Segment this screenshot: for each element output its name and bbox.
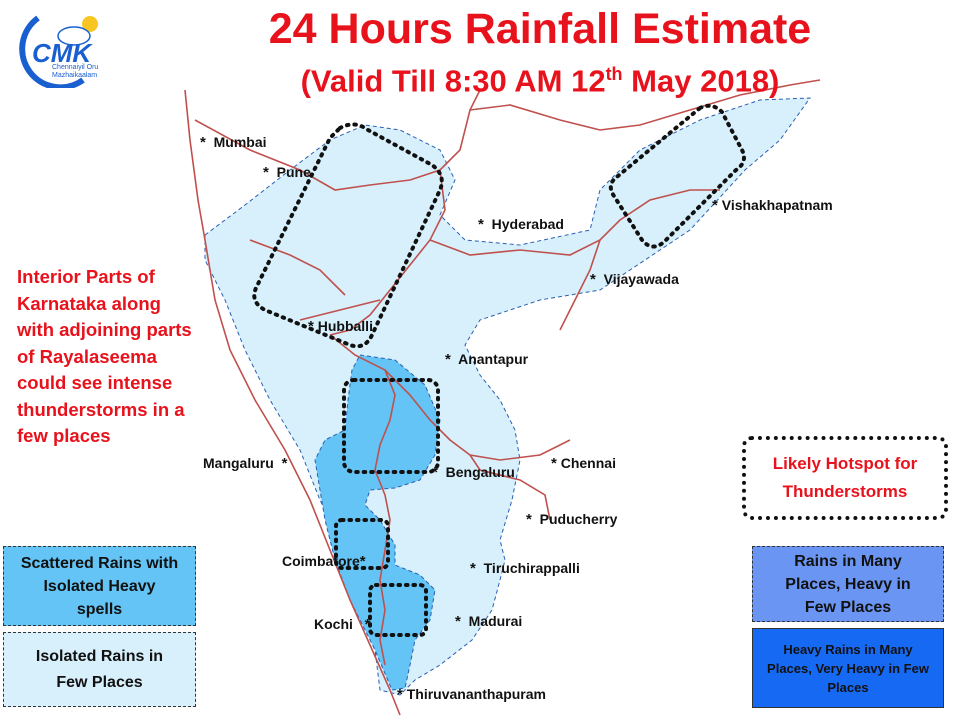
city-anantapur: * Anantapur [445, 351, 529, 368]
city-thiruvananthapuram: * Thiruvananthapuram [397, 686, 546, 703]
city-madurai: * Madurai [455, 613, 523, 630]
subtitle-main: (Valid Till 8:30 AM 12 [300, 63, 606, 99]
legend-isolated-rains: Isolated Rains in Few Places [3, 632, 196, 707]
forecast-note: Interior Parts of Karnataka along with a… [17, 266, 192, 446]
thunderstorm-hotspots [252, 103, 746, 637]
page-title: 24 Hours Rainfall Estimate [268, 5, 812, 53]
cmk-logo: CMK Chennaiyil Oru Mazhaikaalam [8, 8, 113, 91]
city-bengaluru: * Bengaluru [432, 464, 515, 481]
logo-tagline-2: Mazhaikaalam [52, 72, 98, 79]
legend-many-places: Rains in Many Places, Heavy in Few Place… [752, 546, 944, 622]
city-pune: * Pune [263, 164, 311, 181]
city-mumbai: * Mumbai [200, 134, 267, 151]
logo-text: CMK [32, 38, 92, 68]
subtitle-end: May 2018) [622, 63, 780, 99]
subtitle-sup: th [605, 64, 623, 84]
cloud-sun-icon [19, 15, 98, 91]
legend-heavy-rains: Heavy Rains in Many Places, Very Heavy i… [752, 628, 944, 708]
logo-tagline-1: Chennaiyil Oru [52, 64, 99, 71]
legend-hotspot: Likely Hotspot for Thunderstorms [742, 436, 948, 520]
city-mangaluru: Mangaluru * [203, 455, 288, 472]
legend-scattered-rains: Scattered Rains with Isolated Heavy spel… [3, 546, 196, 626]
city-tiruchirappalli: * Tiruchirappalli [470, 560, 580, 577]
city-vishakhapatnam: * Vishakhapatnam [712, 197, 833, 214]
page-subtitle: (Valid Till 8:30 AM 12th May 2018) [120, 54, 960, 101]
city-coimbatore: Coimbatore* [282, 553, 366, 570]
scattered-rain-zone [314, 354, 441, 691]
city-hyderabad: * Hyderabad [478, 216, 564, 233]
state-borders [184, 79, 821, 716]
city-chennai: * Chennai [551, 455, 616, 472]
city-puducherry: * Puducherry [526, 511, 618, 528]
city-vijayawada: * Vijayawada [590, 271, 679, 288]
city-hubballi: * Hubballi [308, 318, 373, 335]
city-kochi: Kochi * [314, 616, 371, 633]
